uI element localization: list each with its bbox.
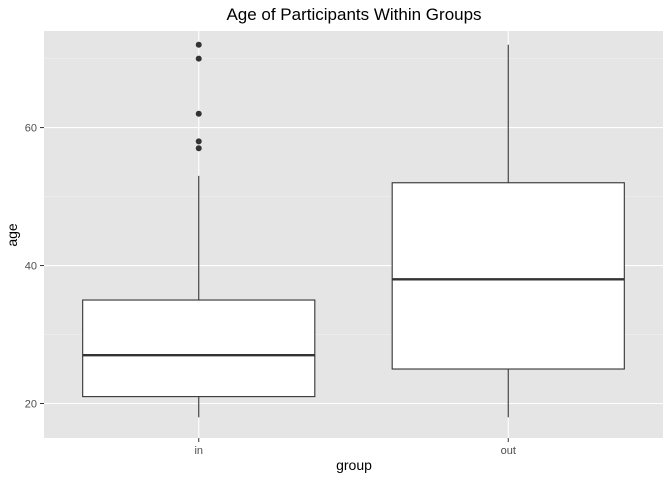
box-group-out	[391, 44, 625, 418]
box-group-in	[82, 41, 316, 418]
outlier-point	[195, 110, 202, 117]
box-marks	[82, 41, 625, 418]
x-tick-label: out	[501, 445, 516, 457]
y-tick-label: 40	[25, 261, 37, 273]
outlier-point	[195, 41, 202, 48]
y-axis-title: age	[4, 223, 20, 247]
y-tick-label: 60	[25, 123, 37, 135]
y-tick-label: 20	[25, 399, 37, 411]
x-tick-label: in	[194, 445, 203, 457]
outlier-point	[195, 138, 202, 145]
iqr-box	[391, 182, 625, 370]
iqr-box	[82, 299, 316, 398]
outlier-point	[195, 55, 202, 62]
outlier-point	[195, 145, 202, 152]
x-axis-title: group	[336, 457, 372, 473]
chart-title: Age of Participants Within Groups	[226, 5, 481, 24]
axes: 20 40 60 in out	[25, 123, 516, 457]
